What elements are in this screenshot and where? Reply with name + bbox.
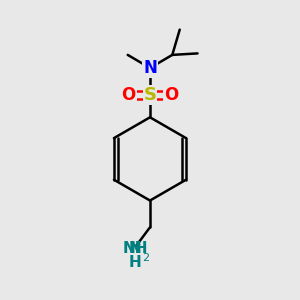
Text: O: O: [122, 86, 136, 104]
Text: H: H: [129, 255, 142, 270]
Text: N: N: [129, 241, 142, 256]
Text: N: N: [143, 59, 157, 77]
Text: NH: NH: [122, 241, 148, 256]
Text: O: O: [164, 86, 178, 104]
Text: 2: 2: [142, 253, 150, 263]
Text: S: S: [143, 86, 157, 104]
